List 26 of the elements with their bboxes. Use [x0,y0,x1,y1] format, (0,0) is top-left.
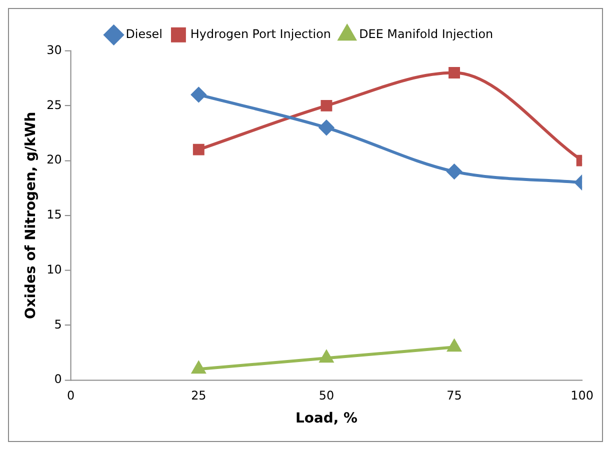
y-tick-label: 25 [46,98,62,112]
point [318,120,334,136]
legend-label: Hydrogen Port Injection [190,27,332,41]
x-tick-label: 75 [446,388,462,402]
y-tick-label: 20 [46,152,62,167]
point [192,362,206,374]
point [320,350,334,363]
point [448,67,460,78]
point [448,340,461,352]
y-tick-label: 15 [46,208,62,222]
point [320,100,332,112]
x-tick-label: 0 [67,388,75,402]
point [446,164,462,180]
x-tick-label: 100 [570,388,594,402]
point [191,87,206,102]
y-tick-label: 0 [54,372,62,386]
y-tick-label: 30 [46,42,62,57]
y-axis-title: Oxides of Nitrogen, g/kWh [22,112,39,320]
y-tick-label: 5 [54,317,62,332]
legend-label: Diesel [126,27,162,41]
point [192,144,204,156]
x-tick-label: 50 [318,388,334,402]
y-tick-label: 10 [46,262,62,276]
x-tick-label: 25 [191,388,206,402]
x-axis-title: Load, % [295,410,358,426]
legend-label: DEE Manifold Injection [359,27,494,41]
